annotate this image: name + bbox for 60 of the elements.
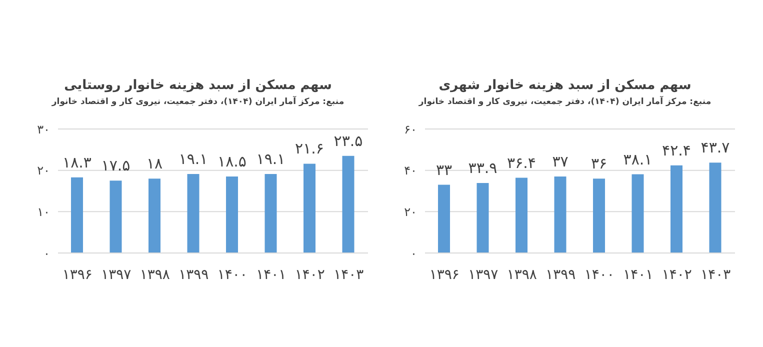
bar: [670, 165, 682, 253]
data-label: ۱۸.۵: [218, 152, 246, 171]
x-tick-label: ۱۴۰۲: [662, 266, 692, 283]
chart-title: سهم مسکن از سبد هزینه خانوار روستایی: [63, 78, 333, 93]
bar: [264, 174, 277, 253]
y-tick-label: ۰: [410, 246, 417, 260]
data-label: ۱۸.۳: [62, 153, 92, 172]
bar: [187, 174, 200, 253]
y-tick-label: ۰: [44, 246, 50, 260]
bar: [304, 164, 316, 253]
x-tick-label: ۱۴۰۳: [334, 266, 364, 283]
x-tick-label: ۱۴۰۳: [700, 266, 732, 283]
bar: [554, 176, 566, 253]
bar: [226, 176, 238, 253]
x-tick-label: ۱۳۹۷: [101, 266, 132, 283]
x-tick-label: ۱۳۹۸: [506, 266, 538, 283]
data-label: ۴۲.۴: [662, 141, 691, 160]
x-tick-label: ۱۳۹۷: [468, 266, 499, 283]
bar: [71, 177, 83, 253]
bar: [342, 156, 354, 253]
bar: [709, 162, 722, 253]
x-tick-label: ۱۴۰۰: [217, 266, 248, 283]
x-tick-label: ۱۳۹۶: [429, 266, 460, 283]
data-label: ۱۸: [146, 154, 163, 173]
bar: [632, 174, 644, 253]
chart-subtitle: منبع: مرکز آمار ایران (۱۴۰۴)، دفتر جمعیت، نیروی کار و اقتصاد خانوار: [418, 97, 712, 107]
data-label: ۱۹.۱: [178, 150, 208, 168]
bar: [148, 178, 160, 253]
chart-subtitle: منبع: مرکز آمار ایران (۱۴۰۴)، دفتر جمعیت، نیروی کار و اقتصاد خانوار: [50, 97, 346, 107]
x-tick-label: ۱۳۹۸: [140, 266, 170, 283]
y-tick-label: ۶۰: [404, 122, 417, 136]
bar: [438, 184, 450, 253]
data-label: ۳۸.۱: [623, 150, 652, 168]
chart-title: سهم مسکن از سبد هزینه خانوار شهری: [438, 78, 692, 93]
y-tick-label: ۲۰: [37, 164, 50, 178]
y-tick-label: ۳۰: [37, 122, 50, 136]
x-tick-label: ۱۳۹۶: [62, 266, 92, 283]
x-tick-label: ۱۳۹۹: [546, 266, 576, 283]
x-tick-label: ۱۴۰۱: [623, 266, 654, 283]
data-label: ۴۳.۷: [700, 138, 730, 157]
data-label: ۱۷.۵: [101, 156, 130, 175]
bar: [593, 178, 605, 253]
x-tick-label: ۱۴۰۱: [256, 266, 286, 283]
data-label: ۳۷: [552, 152, 568, 171]
y-tick-label: ۲۰: [404, 204, 417, 219]
data-label: ۲۱.۶: [295, 140, 324, 158]
bar: [516, 178, 528, 253]
data-label: ۲۳.۵: [334, 132, 363, 150]
y-tick-label: ۴۰: [404, 164, 417, 178]
x-tick-label: ۱۳۹۹: [178, 266, 209, 283]
data-label: ۳۶.۴: [507, 154, 536, 172]
x-tick-label: ۱۴۰۰: [584, 266, 614, 283]
y-tick-label: ۱۰: [37, 204, 50, 219]
data-label: ۳۶: [590, 154, 608, 173]
x-tick-label: ۱۴۰۲: [294, 266, 325, 283]
data-label: ۳۳: [436, 160, 452, 179]
bar: [476, 182, 489, 253]
data-label: ۳۳.۹: [468, 158, 498, 177]
bar: [110, 180, 122, 253]
data-label: ۱۹.۱: [256, 150, 286, 168]
